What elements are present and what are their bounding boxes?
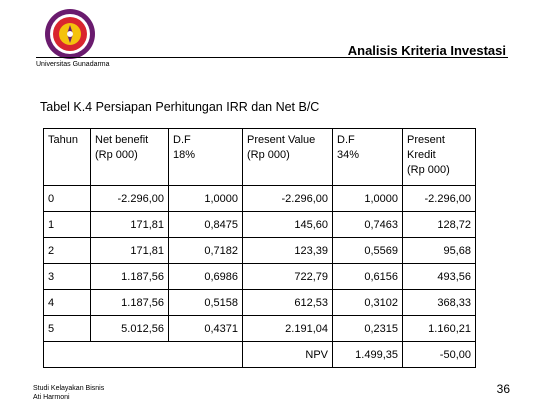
university-logo-icon — [45, 9, 95, 59]
value-cell: 0,6986 — [168, 263, 243, 290]
value-cell: 0,2315 — [332, 315, 403, 342]
value-cell: 493,56 — [402, 263, 476, 290]
column-header: Present Kredit (Rp 000) — [402, 128, 476, 186]
column-header: Net benefit (Rp 000) — [90, 128, 169, 186]
value-cell: 2.191,04 — [242, 315, 333, 342]
year-cell: 4 — [43, 289, 91, 316]
page-number: 36 — [496, 382, 510, 396]
irr-table: Tahun Net benefit (Rp 000) D.F 18% Present Va… — [43, 128, 476, 368]
value-cell: -2.296,00 — [90, 185, 169, 212]
column-header-line: 34% — [337, 149, 360, 161]
value-cell: 5.012,56 — [90, 315, 169, 342]
value-cell: 0,5569 — [332, 237, 403, 264]
npv-present-value: 1.499,35 — [332, 341, 403, 368]
column-header: D.F 18% — [168, 128, 243, 186]
header-divider — [36, 57, 508, 58]
value-cell: 145,60 — [242, 211, 333, 238]
year-cell: 5 — [43, 315, 91, 342]
value-cell: 368,33 — [402, 289, 476, 316]
value-cell: 612,53 — [242, 289, 333, 316]
column-header-line: D.F — [337, 134, 355, 146]
value-cell: 171,81 — [90, 211, 169, 238]
value-cell: 0,3102 — [332, 289, 403, 316]
table-row: 0 -2.296,00 1,0000 -2.296,00 1,0000 -2.296,00 — [43, 185, 476, 212]
value-cell: 0,7182 — [168, 237, 243, 264]
value-cell: 0,8475 — [168, 211, 243, 238]
value-cell: -2.296,00 — [402, 185, 476, 212]
table-header-row: Tahun Net benefit (Rp 000) D.F 18% Present Va… — [43, 128, 476, 186]
value-cell: 128,72 — [402, 211, 476, 238]
value-cell: 0,6156 — [332, 263, 403, 290]
npv-label: NPV — [242, 341, 333, 368]
value-cell: 722,79 — [242, 263, 333, 290]
npv-present-kredit: -50,00 — [402, 341, 476, 368]
table-row: 4 1.187,56 0,5158 612,53 0,3102 368,33 — [43, 289, 476, 316]
value-cell: 0,5158 — [168, 289, 243, 316]
column-header-line: 18% — [173, 149, 196, 161]
column-header-line: (Rp 000) — [95, 149, 138, 161]
value-cell: 95,68 — [402, 237, 476, 264]
table-row: 5 5.012,56 0,4371 2.191,04 0,2315 1.160,21 — [43, 315, 476, 342]
value-cell: -2.296,00 — [242, 185, 333, 212]
column-header-line: Tahun — [48, 134, 78, 146]
footer: Studi Kelayakan Bisnis Ati Harmoni — [33, 384, 104, 402]
slide-title: Analisis Kriteria Investasi — [347, 43, 506, 58]
table-row: 1 171,81 0,8475 145,60 0,7463 128,72 — [43, 211, 476, 238]
column-header-line: D.F — [173, 134, 191, 146]
empty-cell — [43, 341, 243, 368]
column-header-line: Present — [407, 134, 445, 146]
value-cell: 1.187,56 — [90, 289, 169, 316]
footer-course: Studi Kelayakan Bisnis — [33, 385, 105, 392]
column-header-line: Present Value — [247, 134, 316, 146]
column-header: Tahun — [43, 128, 91, 186]
year-cell: 0 — [43, 185, 91, 212]
total-row: NPV 1.499,35 -50,00 — [43, 341, 476, 368]
value-cell: 171,81 — [90, 237, 169, 264]
column-header: D.F 34% — [332, 128, 403, 186]
value-cell: 1.160,21 — [402, 315, 476, 342]
value-cell: 1.187,56 — [90, 263, 169, 290]
value-cell: 0,7463 — [332, 211, 403, 238]
column-header-line: (Rp 000) — [407, 164, 450, 176]
column-header-line: Net benefit — [95, 134, 149, 146]
table-caption: Tabel K.4 Persiapan Perhitungan IRR dan … — [40, 100, 320, 114]
value-cell: 0,4371 — [168, 315, 243, 342]
value-cell: 123,39 — [242, 237, 333, 264]
column-header-line: Kredit — [407, 149, 436, 161]
year-cell: 1 — [43, 211, 91, 238]
column-header: Present Value (Rp 000) — [242, 128, 333, 186]
year-cell: 3 — [43, 263, 91, 290]
year-cell: 2 — [43, 237, 91, 264]
table-row: 3 1.187,56 0,6986 722,79 0,6156 493,56 — [43, 263, 476, 290]
value-cell: 1,0000 — [332, 185, 403, 212]
footer-author: Ati Harmoni — [33, 394, 70, 401]
column-header-line: (Rp 000) — [247, 149, 290, 161]
value-cell: 1,0000 — [168, 185, 243, 212]
university-name: Universitas Gunadarma — [36, 61, 110, 68]
table-row: 2 171,81 0,7182 123,39 0,5569 95,68 — [43, 237, 476, 264]
